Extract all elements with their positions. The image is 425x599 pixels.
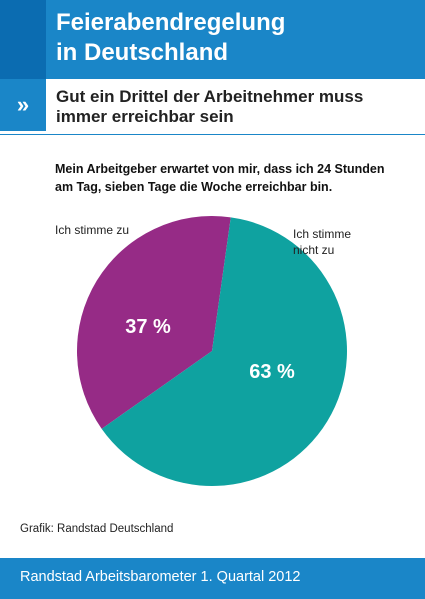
pie-slices [77, 216, 347, 486]
survey-question-line-1: Mein Arbeitgeber erwartet von mir, dass … [55, 162, 385, 176]
chart-credit: Grafik: Randstad Deutschland [20, 523, 174, 535]
subtitle: Gut ein Drittel der Arbeitnehmer muss im… [56, 87, 416, 127]
subtitle-banner: » Gut ein Drittel der Arbeitnehmer muss … [0, 79, 425, 135]
page-title-line-2: in Deutschland [56, 39, 229, 66]
banner-accent [0, 0, 46, 79]
slice-value-disagree: 63 % [249, 361, 295, 383]
title-banner: Feierabendregelung in Deutschland [0, 0, 425, 79]
footer-bar: Randstad Arbeitsbarometer 1. Quartal 201… [0, 558, 425, 599]
subtitle-line-1: Gut ein Drittel der Arbeitnehmer muss [56, 87, 364, 106]
footer-source: Randstad Arbeitsbarometer 1. Quartal 201… [20, 569, 301, 585]
slice-label-agree: Ich stimme zu [55, 223, 129, 237]
pie-chart: Ich stimme zu Ich stimme nicht zu 37 % 6… [55, 216, 354, 486]
slice-value-agree: 37 % [125, 316, 171, 338]
page-title-line-1: Feierabendregelung [56, 9, 286, 36]
slice-label-disagree: Ich stimme nicht zu [293, 227, 354, 257]
pie-slice-disagree [101, 217, 347, 486]
pie-slice-agree [77, 216, 231, 429]
subtitle-line-2: immer erreichbar sein [56, 107, 234, 126]
survey-question: Mein Arbeitgeber erwartet von mir, dass … [55, 160, 420, 196]
page-title: Feierabendregelung in Deutschland [56, 8, 285, 68]
survey-question-line-2: am Tag, sieben Tage die Woche erreichbar… [55, 180, 333, 194]
chevron-right-icon: » [0, 79, 46, 131]
